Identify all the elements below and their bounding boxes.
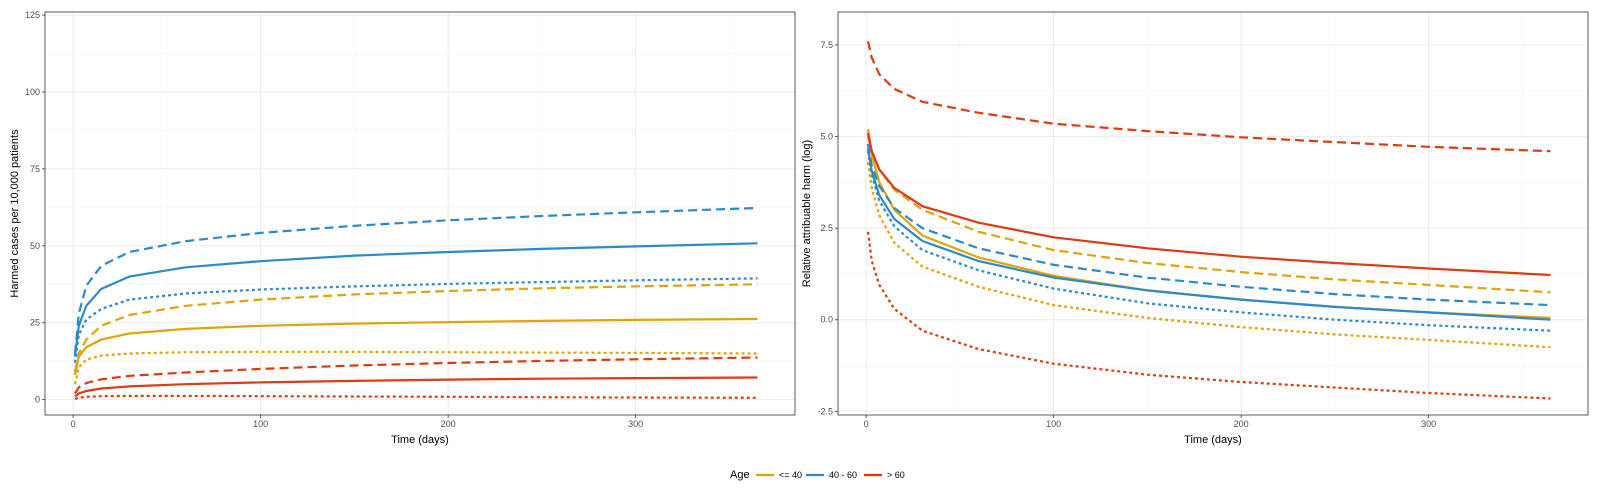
- x-tick-label: 200: [1234, 419, 1249, 429]
- series-line-age-40-60-dashed: [73, 206, 758, 354]
- x-tick-label: 300: [628, 419, 643, 429]
- series-line-age-gt-60-solid: [866, 132, 1551, 277]
- series-line-age-gt-60-dashed: [866, 41, 1551, 153]
- series-line-age-le-40-dotted: [73, 350, 758, 385]
- panel-border: [837, 11, 1589, 416]
- right-panel: 0 100 200 300 -2.5 0.0 2.5 5.0 7.5 Time (days) Rel…: [801, 11, 1589, 446]
- x-tick-label: 100: [253, 419, 268, 429]
- y-tick-label: 25: [30, 318, 40, 328]
- y-tick-label: 5.0: [820, 132, 833, 142]
- x-axis-title: Time (days): [1184, 434, 1242, 446]
- plot-background: [45, 12, 795, 415]
- legend-title: Age: [730, 469, 750, 481]
- series-line-age-40-60-solid: [73, 242, 758, 357]
- series-line-age-le-40-dashed: [73, 283, 758, 373]
- y-tick-label: 100: [25, 87, 40, 97]
- series-line-age-40-60-dashed: [866, 143, 1551, 307]
- series-line-age-40-60-dotted: [866, 151, 1551, 332]
- y-axis-title: Relative attribuable harm (log): [801, 140, 813, 287]
- y-tick-label: 50: [30, 241, 40, 251]
- y-tick-label: -2.5: [817, 406, 833, 416]
- series-line-age-gt-60-solid: [74, 376, 758, 398]
- legend: Age <= 40 40 - 60 > 60: [730, 469, 905, 481]
- x-tick-label: 0: [864, 419, 869, 429]
- series-line-age-gt-60-dotted: [74, 394, 758, 401]
- x-tick-label: 300: [1421, 419, 1436, 429]
- legend-label-age-gt-60: > 60: [887, 470, 905, 480]
- series-line-age-le-40-dotted: [866, 162, 1551, 349]
- y-axis-title: Harmed cases per 10,000 patients: [9, 129, 21, 298]
- y-tick-label: 75: [30, 164, 40, 174]
- left-panel: 0 100 200 300 0 25 50 75 100 125 Time (days) Harmed…: [9, 10, 796, 446]
- y-tick-label: 125: [25, 10, 40, 20]
- y-tick-label: 2.5: [820, 223, 833, 233]
- series-line-age-40-60-solid: [866, 147, 1551, 321]
- legend-label-age-40-60: 40 - 60: [829, 470, 857, 480]
- legend-label-age-le-40: <= 40: [779, 470, 802, 480]
- x-tick-label: 0: [71, 419, 76, 429]
- x-axis-title: Time (days): [391, 434, 449, 446]
- series-line-age-40-60-dotted: [73, 277, 758, 363]
- panel-border: [44, 11, 796, 416]
- series-line-age-le-40-solid: [73, 317, 758, 376]
- y-tick-label: 0: [35, 395, 40, 405]
- y-tick-label: 7.5: [820, 40, 833, 50]
- y-tick-label: 0.0: [820, 315, 833, 325]
- x-tick-label: 200: [441, 419, 456, 429]
- series-line-age-gt-60-dashed: [74, 356, 758, 395]
- x-tick-label: 100: [1046, 419, 1061, 429]
- series-line-age-gt-60-dotted: [866, 231, 1551, 400]
- plot-background: [838, 12, 1588, 415]
